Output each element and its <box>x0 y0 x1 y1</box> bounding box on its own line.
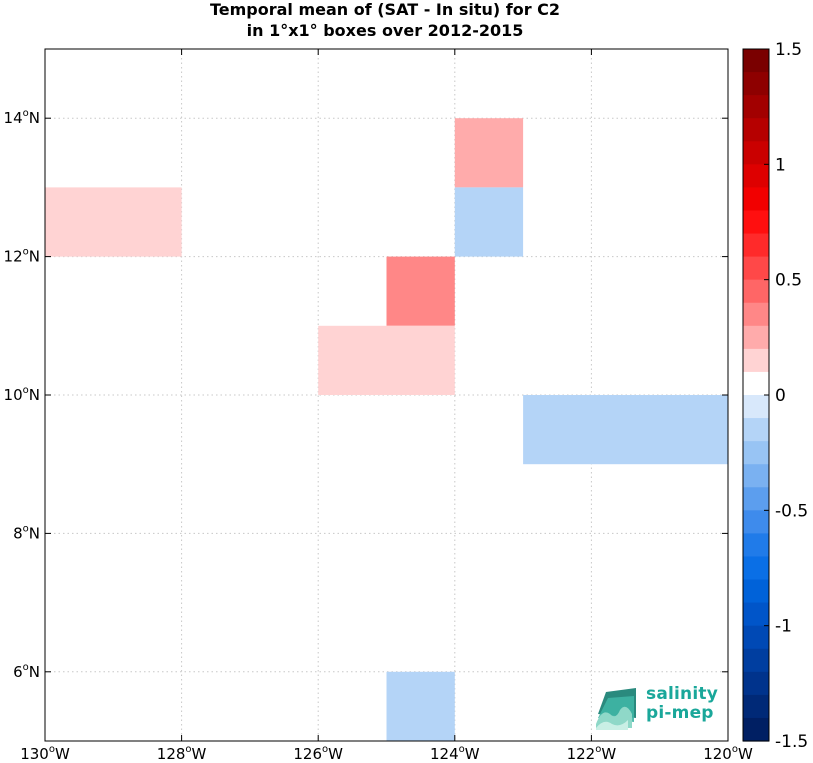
heatmap-cells <box>45 118 728 741</box>
y-tick-label: 12oN <box>4 247 40 266</box>
axis-ticks: 130oW 128oW 126oW 124oW 122oW 120oW 6oN 8oN 10oN… <box>4 49 753 763</box>
x-tick-label: 126oW <box>293 744 343 763</box>
colorbar-segment <box>743 95 769 119</box>
colorbar-segment <box>743 717 769 742</box>
y-tick-label: 8oN <box>13 523 40 542</box>
colorbar-segment <box>743 210 769 235</box>
colorbar-segment <box>743 302 769 327</box>
colorbar-segment <box>743 441 769 465</box>
salinity-pimep-logo: salinity pi-mep <box>596 684 726 730</box>
chart-subtitle: in 1°x1° boxes over 2012-2015 <box>246 21 524 40</box>
colorbar-segment <box>743 348 769 373</box>
y-tick-label: 14oN <box>4 108 40 127</box>
y-tick-label: 10oN <box>4 385 40 404</box>
heatmap-cell <box>386 256 455 326</box>
colorbar-segment <box>743 118 769 142</box>
colorbar-segment <box>743 671 769 696</box>
colorbar-tick-label: 0 <box>775 386 786 406</box>
colorbar-segment <box>743 510 769 534</box>
colorbar-segment <box>743 602 769 627</box>
heatmap-cell <box>318 325 455 395</box>
logo-text-salinity: salinity <box>646 684 718 704</box>
colorbar-tick-label: 1 <box>775 155 786 175</box>
colorbar-segment <box>743 49 769 73</box>
colorbar-segment <box>743 279 769 304</box>
x-tick-label: 128oW <box>157 744 207 763</box>
chart-title: Temporal mean of (SAT - In situ) for C2 <box>209 0 561 19</box>
heatmap-cell <box>454 187 524 257</box>
colorbar-segment <box>743 418 769 442</box>
colorbar-tick-label: -1.5 <box>775 732 808 752</box>
colorbar-tick-label: 0.5 <box>775 271 802 291</box>
wave-logo-icon <box>596 688 636 730</box>
colorbar-segment <box>743 579 769 604</box>
colorbar-segment <box>743 533 769 558</box>
colorbar-segment <box>743 694 769 719</box>
x-tick-label: 120oW <box>703 744 753 763</box>
grid-lines <box>45 49 728 741</box>
x-tick-label: 124oW <box>430 744 480 763</box>
colorbar-segment <box>743 487 769 511</box>
colorbar-segment <box>743 164 769 188</box>
colorbar-tick-label: -0.5 <box>775 501 808 521</box>
colorbar-segment <box>743 395 769 419</box>
colorbar-segment <box>743 371 769 396</box>
x-tick-label: 122oW <box>567 744 617 763</box>
colorbar-segment <box>743 256 769 281</box>
heatmap-cell <box>454 118 524 188</box>
colorbar-tick-label: -1 <box>775 617 792 637</box>
colorbar-segment <box>743 72 769 96</box>
colorbar-segment <box>743 187 769 212</box>
heatmap-cell <box>523 395 728 465</box>
colorbar-segment <box>743 325 769 350</box>
y-tick-label: 6oN <box>13 662 40 681</box>
colorbar-segment <box>743 233 769 258</box>
colorbar: 1.5 1 0.5 0 -0.5 -1 -1.5 <box>742 40 808 752</box>
x-tick-label: 130oW <box>20 744 70 763</box>
colorbar-segment <box>743 648 769 673</box>
logo-text-pimep: pi-mep <box>646 703 714 723</box>
heatmap-cell <box>45 187 182 257</box>
colorbar-tick-label: 1.5 <box>775 40 802 60</box>
colorbar-segment <box>743 625 769 650</box>
heatmap-cell <box>386 671 455 741</box>
colorbar-segment <box>743 464 769 488</box>
colorbar-segment <box>743 556 769 581</box>
colorbar-segment <box>743 141 769 165</box>
